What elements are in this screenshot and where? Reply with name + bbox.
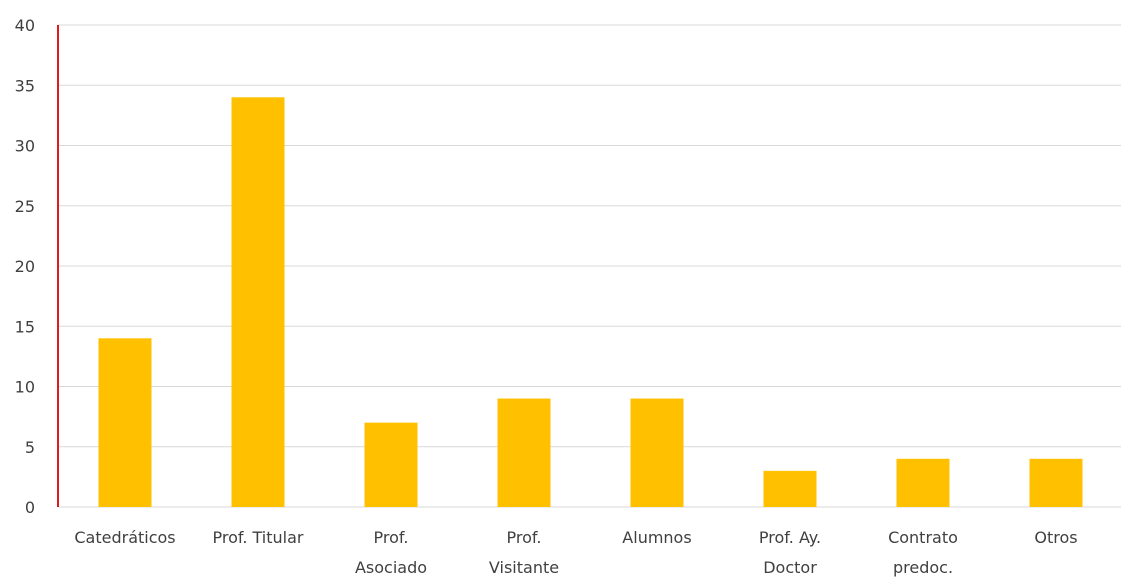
bar [630,398,684,507]
bars [98,97,1083,508]
y-axis-tick-labels: 0 5 10 15 20 25 30 35 40 [15,16,35,517]
x-category-label: Catedráticos [74,528,175,547]
x-category-label: Otros [1034,528,1077,547]
x-category-label: Prof. Ay. Doctor [759,528,821,577]
x-category-label: Contrato predoc. [888,528,958,577]
bar [231,97,285,508]
y-tick-label: 35 [15,76,35,95]
bar [497,398,551,507]
x-category-label: Prof. Visitante [489,528,559,577]
x-category-label: Alumnos [622,528,691,547]
bar [896,458,950,507]
bar [98,338,152,507]
y-tick-label: 10 [15,378,35,397]
x-category-label: Prof. Asociado [355,528,427,577]
y-tick-label: 25 [15,197,35,216]
gridlines [58,24,1121,508]
x-axis-category-labels: Catedráticos Prof. Titular Prof. Asociado Pr… [74,528,1077,577]
bar [763,470,817,507]
y-tick-label: 20 [15,257,35,276]
y-tick-label: 15 [15,317,35,336]
bar [364,422,418,507]
bar [1029,458,1083,507]
y-tick-label: 0 [25,498,35,517]
x-category-label: Prof. Titular [213,528,304,547]
y-tick-label: 40 [15,16,35,35]
y-tick-label: 5 [25,438,35,457]
y-tick-label: 30 [15,137,35,156]
